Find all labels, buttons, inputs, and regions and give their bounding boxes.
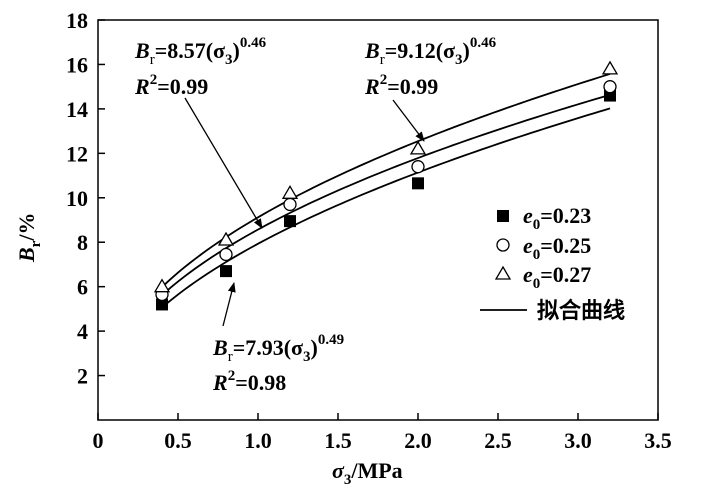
- arrow-ann-e023: [222, 282, 236, 327]
- x-tick-label: 3.0: [564, 428, 592, 453]
- plot-frame: [97, 19, 659, 421]
- annotation-e023-r2: R2=0.98: [212, 368, 286, 395]
- data-markers: [153, 60, 619, 311]
- data-point-open-circle: [603, 80, 617, 94]
- legend-marker-e027: [494, 265, 512, 280]
- y-axis-ticks: 2 4 6 8 10 12 14 16 18: [66, 8, 105, 389]
- data-point-open-triangle: [281, 185, 299, 199]
- x-axis-title: σ3/MPa: [332, 458, 403, 488]
- x-tick-label: 2.5: [484, 428, 512, 453]
- y-tick-label: 4: [77, 319, 88, 344]
- annotation-e025-equation: Br=8.57(σ3)0.46: [134, 35, 267, 68]
- data-point-open-circle: [283, 197, 297, 212]
- arrow-ann-e025: [184, 97, 263, 229]
- x-tick-label: 0: [93, 428, 104, 453]
- fit-curve-e0-0.23: [161, 107, 611, 309]
- data-point-filled-square: [284, 215, 296, 228]
- y-axis-title: Br/%: [14, 213, 44, 263]
- data-point-filled-square: [156, 298, 168, 311]
- data-point-open-triangle: [217, 231, 235, 246]
- data-point-open-circle: [219, 247, 233, 262]
- fit-curves: [161, 73, 611, 309]
- legend: e0=0.23 e0=0.25 e0=0.27 拟合曲线: [480, 203, 625, 324]
- legend-marker-e023: [497, 210, 509, 222]
- data-point-open-circle: [411, 160, 425, 174]
- annotation-e027-r2: R2=0.99: [364, 72, 438, 99]
- data-point-open-triangle: [601, 60, 619, 75]
- fit-curve-e0-0.25: [161, 93, 611, 296]
- annotation-e027-equation: Br=9.12(σ3)0.46: [364, 35, 497, 68]
- x-tick-label: 1.5: [324, 428, 352, 453]
- x-tick-label: 1.0: [244, 428, 272, 453]
- y-tick-label: 12: [66, 141, 88, 166]
- y-tick-label: 14: [66, 97, 88, 122]
- y-tick-label: 10: [66, 186, 88, 211]
- x-axis-ticks: 0 0.5 1.0 1.5 2.0 2.5 3.0 3.5: [93, 413, 672, 453]
- data-point-open-triangle: [153, 278, 171, 293]
- data-point-open-triangle: [409, 140, 427, 155]
- arrow-ann-e027: [392, 99, 425, 142]
- annotation-e023-equation: Br=7.93(σ3)0.49: [212, 332, 344, 365]
- x-tick-label: 2.0: [404, 428, 432, 453]
- legend-label-e025: e0=0.25: [523, 233, 591, 263]
- legend-label-e023: e0=0.23: [523, 203, 591, 233]
- legend-label-e027: e0=0.27: [523, 262, 591, 292]
- annotation-arrows: [184, 97, 425, 327]
- x-tick-label: 3.5: [644, 428, 672, 453]
- y-tick-label: 6: [77, 275, 88, 300]
- data-point-filled-square: [220, 265, 232, 278]
- data-point-filled-square: [412, 177, 424, 190]
- legend-marker-e025: [496, 238, 510, 252]
- fit-curve-e0-0.27: [161, 73, 611, 288]
- y-tick-label: 18: [66, 8, 88, 33]
- annotation-e025-r2: R2=0.99: [134, 72, 208, 99]
- y-tick-label: 2: [77, 364, 88, 389]
- x-tick-label: 0.5: [164, 428, 192, 453]
- y-tick-label: 16: [66, 52, 88, 77]
- y-tick-label: 8: [77, 230, 88, 255]
- legend-fit-label: 拟合曲线: [537, 298, 625, 324]
